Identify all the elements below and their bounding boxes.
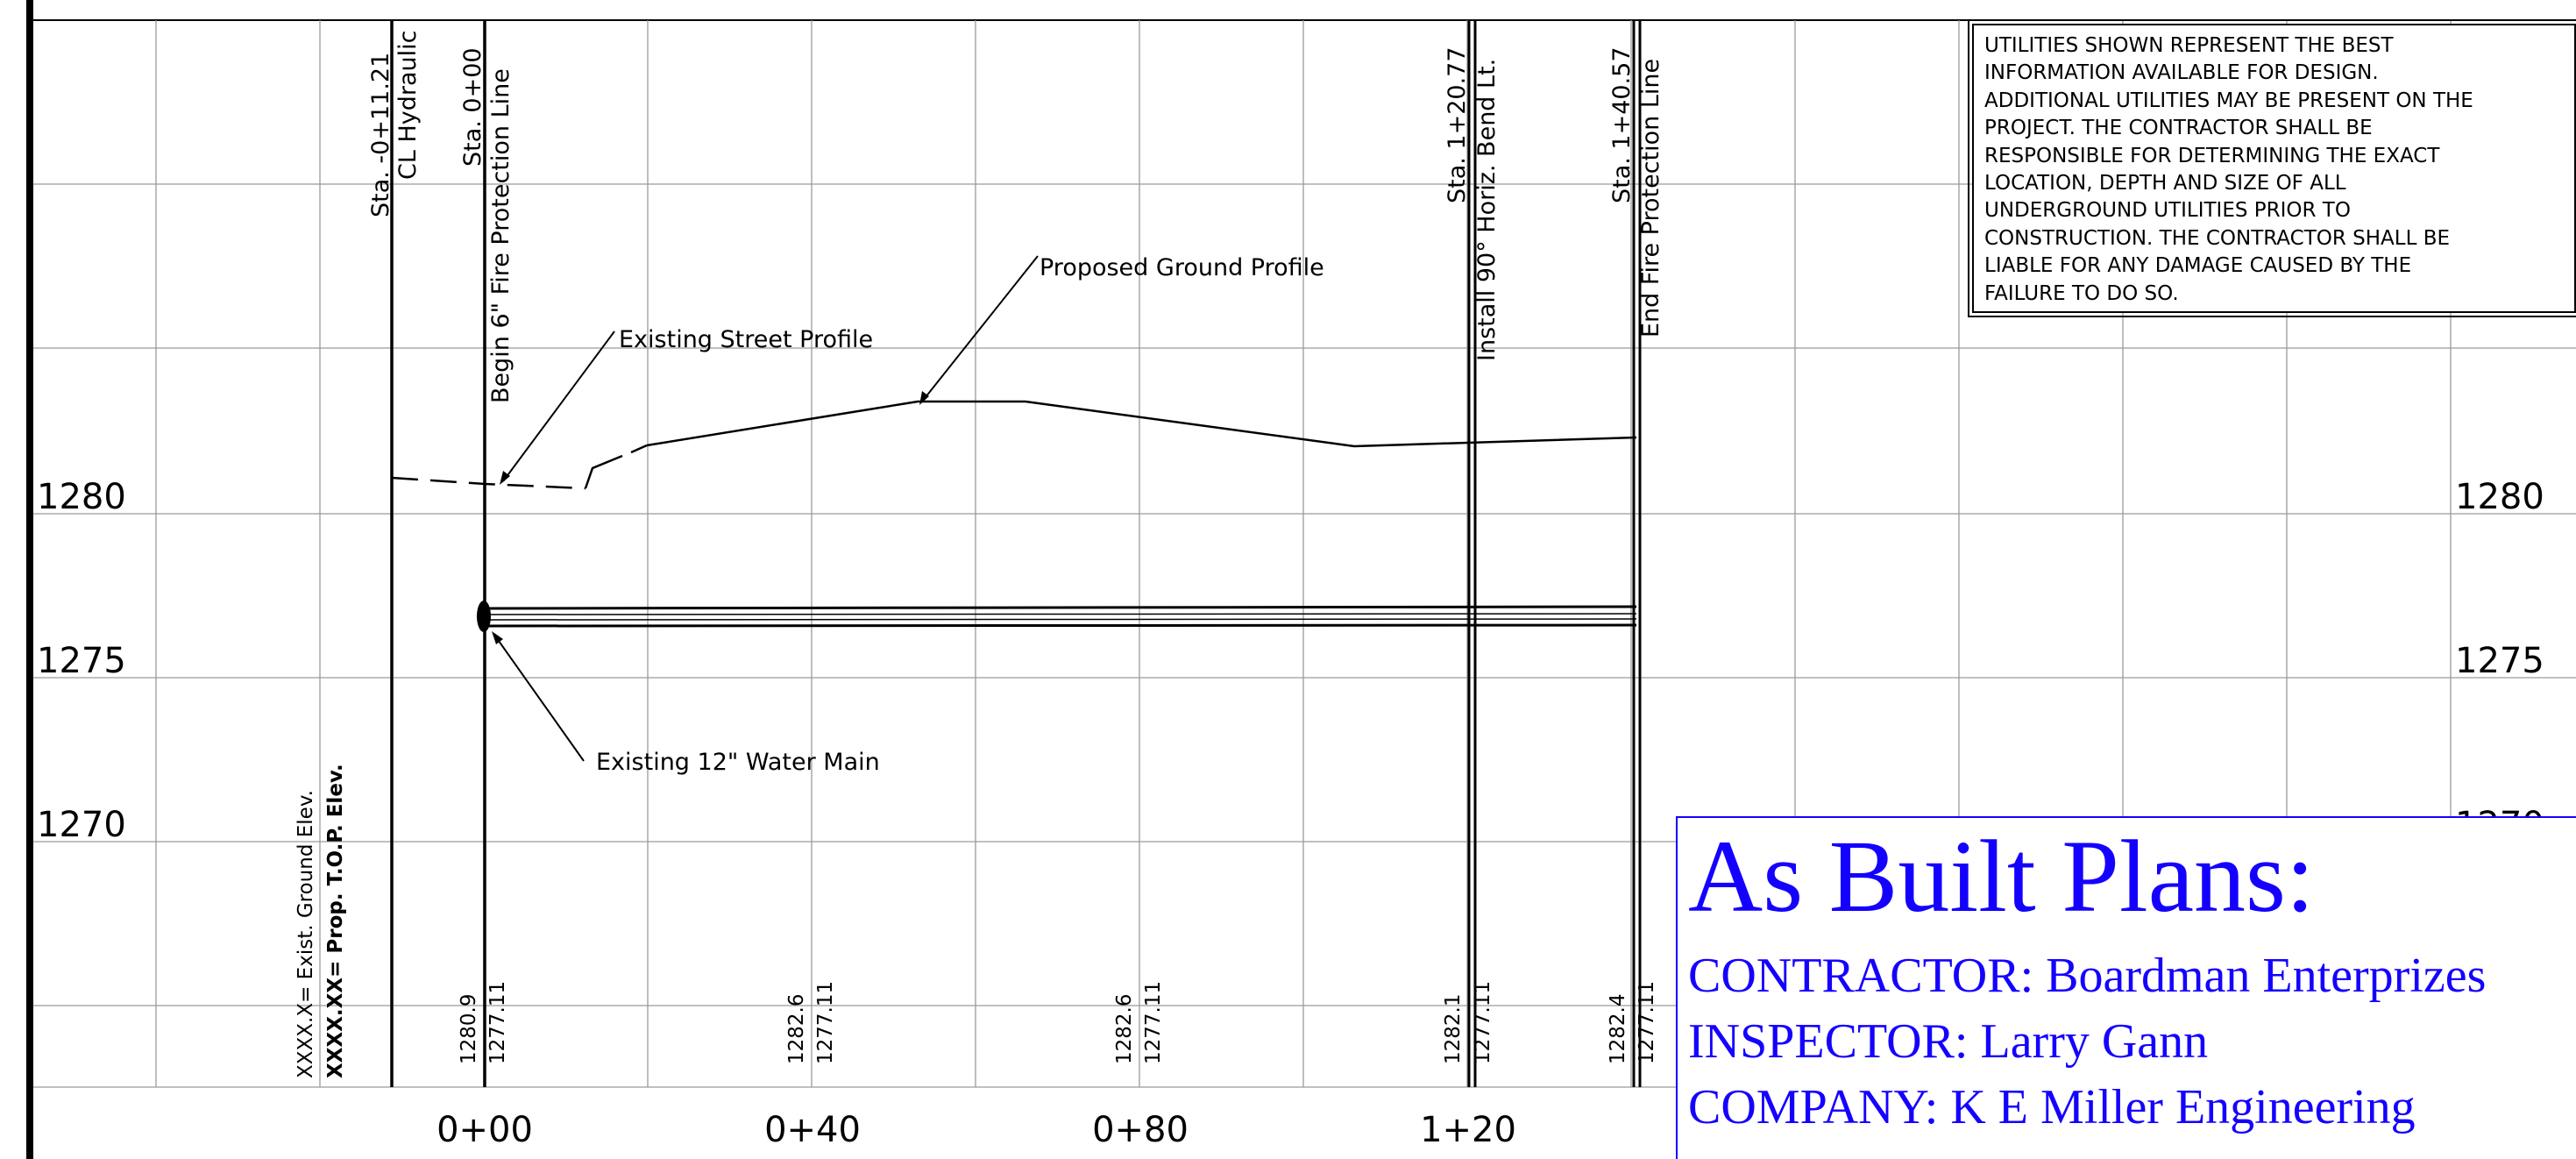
existing-street-leader [502,331,615,482]
station-callout-line2: End Fire Protection Line [1637,59,1664,338]
top-elev: 1277.11 [486,981,509,1064]
station-callout-line1: Sta. 1+20.77 [1444,46,1471,203]
existing-street-label: Existing Street Profile [619,326,873,353]
legend-prop-top: XXXX.XX= Prop. T.O.P. Elev. [324,764,347,1078]
station-callout-line1: Sta. 1+40.57 [1608,46,1636,203]
pipe-inner [484,613,1637,615]
elev-label-right: 1275 [2455,641,2544,681]
ground-elev: 1282.1 [1442,994,1465,1064]
station-callout-line2: Install 90° Horiz. Bend Lt. [1473,59,1501,361]
water-main-leader [493,634,585,762]
proposed-ground-leader [921,255,1039,402]
elev-label-left: 1275 [37,641,126,681]
water-main-label: Existing 12" Water Main [596,749,880,776]
elev-label-right: 1280 [2455,477,2544,517]
utility-disclaimer-note: UTILITIES SHOWN REPRESENT THE BEST INFOR… [1968,19,2576,317]
elev-label-left: 1270 [37,805,126,845]
station-callout-line1: Sta. -0+11.21 [367,53,394,217]
pipe-inner [484,618,1637,621]
pipe-bottom [484,623,1637,628]
top-elev: 1277.11 [814,981,837,1064]
station-callout-line2: Begin 6" Fire Protection Line [487,68,514,403]
as-built-company: COMPANY: K E Miller Engineering [1688,1080,2416,1134]
ground-elev: 1280.9 [458,994,480,1064]
station-label: 0+80 [1092,1110,1189,1150]
station-callout-line2: CL Hydraulic [394,30,422,180]
station-label: 0+00 [436,1110,533,1150]
existing-street-profile [584,454,623,489]
existing-street-profile [630,444,648,454]
proposed-ground-profile [646,400,1637,448]
legend-exist-ground: XXXX.X= Exist. Ground Elev. [295,790,317,1078]
water-main-section [477,601,491,632]
elev-label-left: 1280 [37,477,126,517]
station-callout-line1: Sta. 0+00 [459,47,486,167]
ground-elev: 1282.4 [1607,994,1629,1064]
top-elev: 1277.11 [1472,981,1494,1064]
as-built-inspector: INSPECTOR: Larry Gann [1688,1014,2209,1069]
as-built-title: As Built Plans: [1688,819,2315,934]
sheet-left-border [26,0,33,1159]
as-built-contractor: CONTRACTOR: Boardman Enterprizes [1688,949,2487,1003]
station-label: 0+40 [764,1110,861,1150]
pipe-top [484,605,1637,610]
proposed-ground-label: Proposed Ground Profile [1040,254,1324,281]
top-elev: 1277.11 [1142,981,1165,1064]
proposed-pipe [484,605,1637,628]
ground-elev: 1282.6 [1113,994,1136,1064]
leader-arrow [500,471,510,485]
existing-street-profile [391,476,586,490]
as-built-stamp: As Built Plans: CONTRACTOR: Boardman Ent… [1676,816,2576,1159]
top-elev: 1277.11 [1636,981,1658,1064]
ground-elev: 1282.6 [785,994,808,1064]
leader-arrow [492,631,503,644]
station-label: 1+20 [1420,1110,1516,1150]
leader-arrow [919,391,929,405]
